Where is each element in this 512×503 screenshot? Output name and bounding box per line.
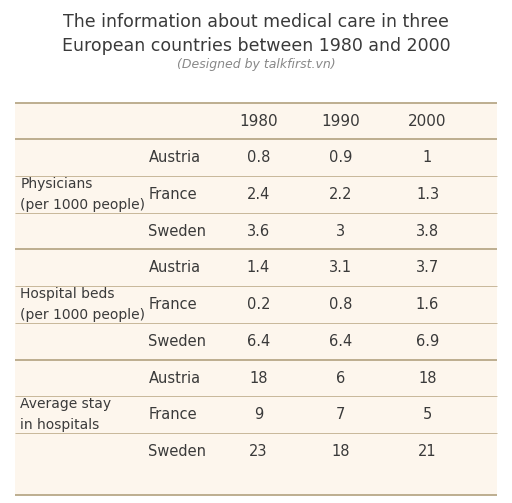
Text: 3.7: 3.7 [416, 261, 439, 275]
Text: Austria: Austria [148, 261, 201, 275]
Text: 6.4: 6.4 [329, 334, 352, 349]
Text: 18: 18 [249, 371, 268, 385]
Text: France: France [148, 187, 197, 202]
Text: 1: 1 [423, 150, 432, 165]
Text: Hospital beds
(per 1000 people): Hospital beds (per 1000 people) [20, 287, 145, 322]
Text: 3: 3 [336, 224, 345, 238]
Text: 6: 6 [336, 371, 345, 385]
Bar [15, 103, 497, 495]
Text: 6.4: 6.4 [247, 334, 270, 349]
Text: 6.9: 6.9 [416, 334, 439, 349]
Text: 3.8: 3.8 [416, 224, 439, 238]
Text: European countries between 1980 and 2000: European countries between 1980 and 2000 [61, 37, 451, 55]
Text: 18: 18 [331, 444, 350, 459]
Text: Sweden: Sweden [148, 444, 206, 459]
Text: 18: 18 [418, 371, 437, 385]
Text: 0.2: 0.2 [247, 297, 270, 312]
Text: 0.8: 0.8 [247, 150, 270, 165]
Text: Average stay
in hospitals: Average stay in hospitals [20, 397, 112, 432]
Text: 2000: 2000 [408, 114, 447, 129]
Text: 1980: 1980 [239, 114, 278, 129]
Text: 1990: 1990 [321, 114, 360, 129]
Text: Austria: Austria [148, 150, 201, 165]
Text: 1.6: 1.6 [416, 297, 439, 312]
Text: 0.9: 0.9 [329, 150, 352, 165]
Text: 2.4: 2.4 [247, 187, 270, 202]
Text: 7: 7 [336, 407, 345, 422]
Text: 9: 9 [254, 407, 263, 422]
Text: 2.2: 2.2 [329, 187, 352, 202]
Text: 5: 5 [423, 407, 432, 422]
Text: France: France [148, 297, 197, 312]
Text: Physicians
(per 1000 people): Physicians (per 1000 people) [20, 177, 145, 212]
Text: Austria: Austria [148, 371, 201, 385]
Text: 3.6: 3.6 [247, 224, 270, 238]
Text: (Designed by talkfirst.vn): (Designed by talkfirst.vn) [177, 58, 335, 71]
Text: 21: 21 [418, 444, 437, 459]
Text: Sweden: Sweden [148, 224, 206, 238]
Text: The information about medical care in three: The information about medical care in th… [63, 13, 449, 31]
Text: 3.1: 3.1 [329, 261, 352, 275]
Text: Sweden: Sweden [148, 334, 206, 349]
Text: 1.3: 1.3 [416, 187, 439, 202]
Text: 0.8: 0.8 [329, 297, 352, 312]
Text: 1.4: 1.4 [247, 261, 270, 275]
Text: France: France [148, 407, 197, 422]
Text: 23: 23 [249, 444, 268, 459]
